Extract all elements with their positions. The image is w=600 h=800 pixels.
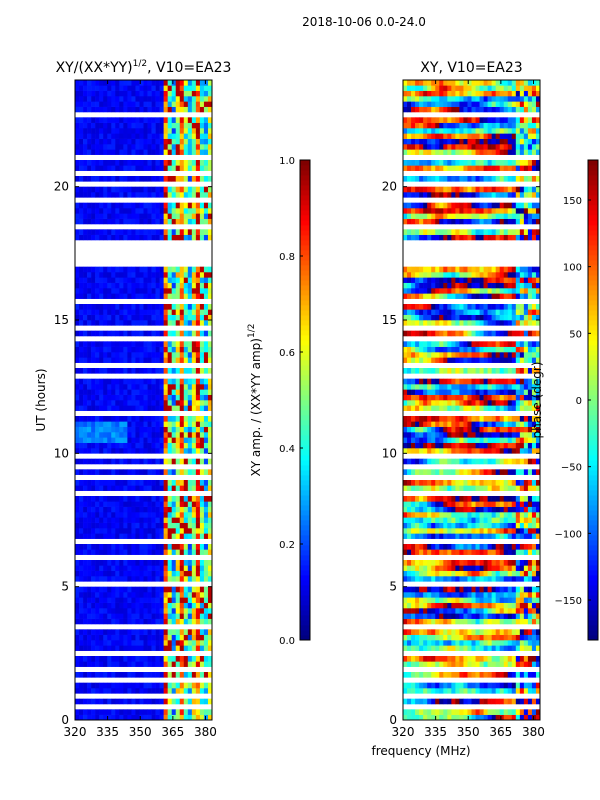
- heatmap-image-right: [403, 80, 541, 721]
- colorbar-frame-left: [299, 159, 311, 641]
- colorbar-tick-label-left-1: 0.2: [279, 540, 295, 551]
- y-tick-label-right-0: 0: [389, 713, 397, 727]
- y-tick-label-left-10: 10: [54, 446, 69, 460]
- panel-title-right: XY, V10=EA23: [420, 60, 522, 76]
- colorbar-tick-label-right-1: −100: [555, 529, 582, 540]
- x-tick-label-left-350: 350: [129, 725, 152, 739]
- colorbar-tick-label-right-5: 100: [563, 263, 582, 274]
- figure-title: 2018-10-06 0.0-24.0: [302, 15, 426, 29]
- panel-left: 320 335 350 365 380 0 5 10 15 20 XY/(XX*YY)1/2, V1…: [34, 59, 311, 739]
- colorbar-tick-label-right-2: −50: [561, 463, 582, 474]
- colorbar-label-left: XY amp. / (XX*YY amp)1/2: [247, 324, 263, 477]
- colorbar-tick-label-left-5: 1.0: [279, 156, 295, 167]
- colorbar-tick-label-right-4: 50: [569, 329, 582, 340]
- y-tick-label-left-15: 15: [54, 313, 69, 327]
- colorbar-label-right: phase (degr): [530, 362, 544, 439]
- colorbar-tick-label-left-2: 0.4: [279, 444, 295, 455]
- x-tick-label-right-365: 365: [489, 725, 512, 739]
- y-tick-label-right-10: 10: [382, 446, 397, 460]
- panel-right: 320 335 350 365 380 0 5 10 15 20 XY, V10=EA23 frequ…: [371, 60, 599, 758]
- plot-frame-left: [74, 79, 213, 721]
- colorbar-tick-label-left-3: 0.6: [279, 348, 295, 359]
- y-tick-label-right-15: 15: [382, 313, 397, 327]
- colorbar-tick-label-left-0: 0.0: [279, 636, 295, 647]
- x-tick-label-left-335: 335: [96, 725, 119, 739]
- x-tick-label-left-365: 365: [161, 725, 184, 739]
- plot-frame-right: [402, 79, 541, 721]
- x-tick-label-left-380: 380: [194, 725, 217, 739]
- y-tick-label-right-20: 20: [382, 180, 397, 194]
- panel-title-left: XY/(XX*YY)1/2, V10=EA23: [56, 59, 232, 76]
- x-tick-label-right-335: 335: [424, 725, 447, 739]
- y-tick-label-left-0: 0: [61, 713, 69, 727]
- colorbar-right: −150 −100 −50 0 50 100 150 phase (degr): [530, 159, 599, 641]
- colorbar-tick-label-right-0: −150: [555, 596, 582, 607]
- colorbar-left: 0.0 0.2 0.4 0.6 0.8 1.0 XY amp. / (XX*YY amp)1…: [247, 156, 311, 647]
- y-axis-label-left: UT (hours): [34, 368, 48, 431]
- colorbar-tick-label-left-4: 0.8: [279, 252, 295, 263]
- x-tick-label-right-320: 320: [392, 725, 415, 739]
- x-tick-label-right-380: 380: [522, 725, 545, 739]
- x-tick-label-left-320: 320: [64, 725, 87, 739]
- x-tick-label-right-350: 350: [457, 725, 480, 739]
- heatmap-image-left: [75, 80, 213, 721]
- y-tick-label-right-5: 5: [389, 580, 397, 594]
- y-tick-label-left-5: 5: [61, 580, 69, 594]
- colorbar-tick-label-right-6: 150: [563, 196, 582, 207]
- colorbar-tick-label-right-3: 0: [576, 396, 582, 407]
- x-axis-label-right: frequency (MHz): [371, 744, 470, 758]
- y-tick-label-left-20: 20: [54, 180, 69, 194]
